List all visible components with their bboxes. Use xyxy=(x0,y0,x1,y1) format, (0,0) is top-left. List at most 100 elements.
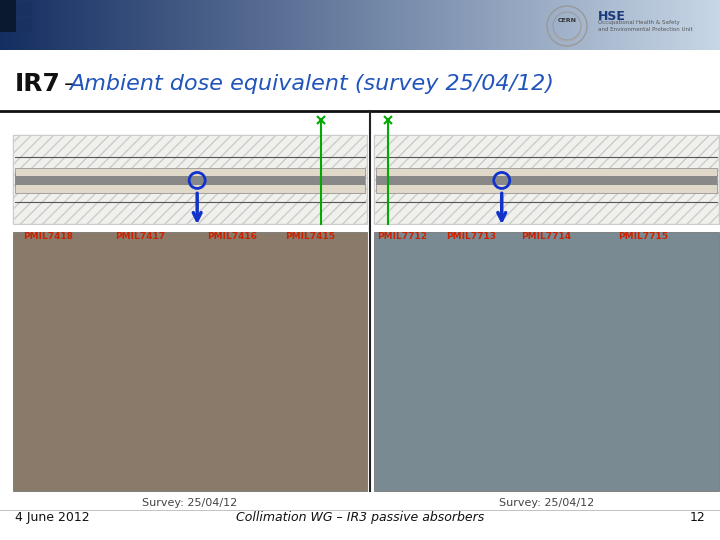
Bar xyxy=(576,0,577,50)
Bar xyxy=(54,0,56,50)
Bar xyxy=(461,0,463,50)
Bar xyxy=(325,0,328,50)
Bar xyxy=(56,0,58,50)
Bar xyxy=(397,0,400,50)
Bar xyxy=(405,0,407,50)
Bar xyxy=(83,0,85,50)
Bar xyxy=(410,0,412,50)
Bar xyxy=(479,0,481,50)
Bar xyxy=(137,0,138,50)
Bar xyxy=(684,0,685,50)
Bar xyxy=(623,0,625,50)
Bar xyxy=(565,0,567,50)
Bar xyxy=(194,0,196,50)
Bar xyxy=(654,0,655,50)
Bar xyxy=(196,0,198,50)
Bar xyxy=(230,0,232,50)
Bar xyxy=(155,0,157,50)
Bar xyxy=(351,0,353,50)
Bar xyxy=(706,0,707,50)
Bar xyxy=(42,0,43,50)
Bar xyxy=(360,0,362,50)
Bar xyxy=(212,0,215,50)
Bar xyxy=(544,0,546,50)
Bar xyxy=(13,135,367,224)
Bar xyxy=(58,0,59,50)
Bar xyxy=(108,0,109,50)
Bar xyxy=(0,0,16,16)
Bar xyxy=(109,0,112,50)
Text: Survey: 25/04/12: Survey: 25/04/12 xyxy=(499,498,594,508)
Bar xyxy=(541,0,544,50)
Bar xyxy=(505,0,508,50)
Bar xyxy=(648,0,649,50)
Text: and Environmental Protection Unit: and Environmental Protection Unit xyxy=(598,27,693,32)
Bar xyxy=(229,0,230,50)
Text: PMIL7713: PMIL7713 xyxy=(446,232,496,241)
Bar xyxy=(425,0,426,50)
Bar xyxy=(518,0,521,50)
Bar xyxy=(630,0,632,50)
Bar xyxy=(79,0,81,50)
Bar xyxy=(323,0,324,50)
Bar xyxy=(180,0,181,50)
Bar xyxy=(1,0,4,50)
Bar xyxy=(567,0,569,50)
Bar xyxy=(693,0,695,50)
Bar xyxy=(239,0,241,50)
Bar xyxy=(416,0,418,50)
Bar xyxy=(43,0,45,50)
Bar xyxy=(268,0,270,50)
Bar xyxy=(13,135,367,224)
Bar xyxy=(675,0,677,50)
Bar xyxy=(115,0,117,50)
Bar xyxy=(132,0,133,50)
Bar xyxy=(433,0,436,50)
Bar xyxy=(432,0,433,50)
Bar xyxy=(402,0,403,50)
Bar xyxy=(464,0,467,50)
Bar xyxy=(599,0,601,50)
Bar xyxy=(364,0,365,50)
Bar xyxy=(160,0,162,50)
Bar xyxy=(13,0,14,50)
Bar xyxy=(14,0,16,50)
Bar xyxy=(635,0,637,50)
Bar xyxy=(355,0,356,50)
Bar xyxy=(15,176,365,185)
Bar xyxy=(652,0,654,50)
Bar xyxy=(166,0,167,50)
Bar xyxy=(521,0,522,50)
Bar xyxy=(164,0,166,50)
Bar xyxy=(223,0,225,50)
Bar xyxy=(454,0,455,50)
Bar xyxy=(344,0,346,50)
Bar xyxy=(104,0,107,50)
Bar xyxy=(523,0,526,50)
Bar xyxy=(150,0,151,50)
Bar xyxy=(522,0,523,50)
Bar xyxy=(176,0,179,50)
Bar xyxy=(625,0,626,50)
Bar xyxy=(317,0,319,50)
Bar xyxy=(35,0,36,50)
Bar xyxy=(209,0,210,50)
Bar xyxy=(389,0,391,50)
Bar xyxy=(61,0,63,50)
Text: Occupational Health & Safety: Occupational Health & Safety xyxy=(598,20,680,25)
Bar xyxy=(531,0,533,50)
Bar xyxy=(254,0,256,50)
Bar xyxy=(549,0,551,50)
Bar xyxy=(277,0,279,50)
Bar xyxy=(6,0,7,50)
Bar xyxy=(205,0,207,50)
Bar xyxy=(349,0,351,50)
Bar xyxy=(498,0,500,50)
Bar xyxy=(153,0,155,50)
Text: PMIL7712: PMIL7712 xyxy=(377,232,427,241)
Bar xyxy=(553,0,554,50)
Bar xyxy=(683,0,684,50)
Bar xyxy=(391,0,392,50)
Bar xyxy=(0,16,16,32)
Bar xyxy=(225,0,227,50)
